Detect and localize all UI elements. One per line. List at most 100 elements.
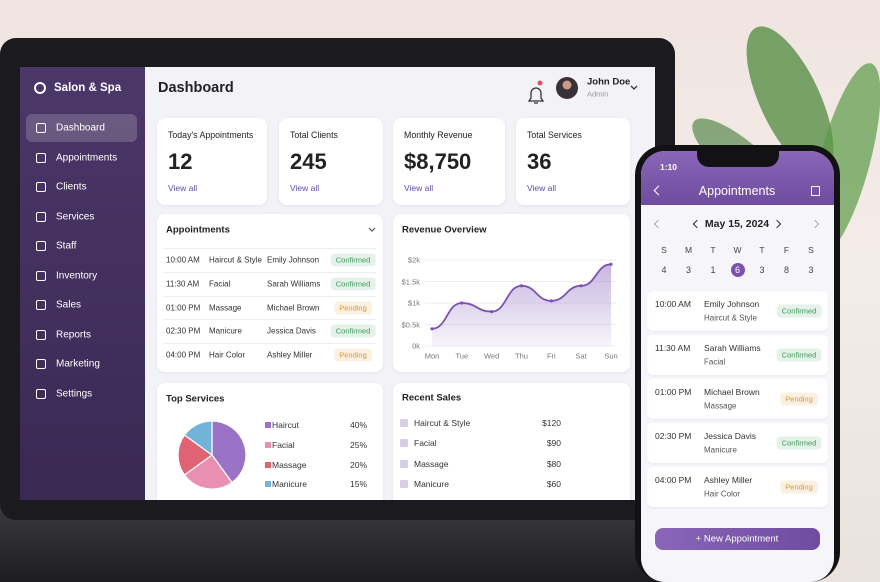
legend-label: Massage [272,460,307,470]
weekday: T [710,245,716,255]
card-title: Top Services [166,393,225,405]
nav-icon [36,123,46,133]
item-client: Ashley Miller [704,475,753,485]
status-badge: Pending [780,392,818,406]
x-tick-label: Tue [455,351,469,361]
appt-service: Massage [209,303,242,313]
next-week[interactable] [810,219,820,229]
appt-client: Ashley Miller [267,350,313,360]
item-time: 02:30 PM [655,431,692,441]
appointment-item[interactable] [647,291,828,331]
status-badge: Confirmed [330,253,376,267]
day[interactable]: 3 [759,265,765,275]
appt-client: Emily Johnson [267,255,320,265]
stat-link[interactable]: View all [527,183,557,193]
next-month[interactable] [772,219,782,229]
nav-item[interactable]: Services [56,211,95,222]
user-name: John Doe [587,76,631,88]
status-badge: Pending [334,348,372,362]
sale-item: Haircut & Style [414,418,471,428]
legend-swatch [265,422,271,428]
appointment-item[interactable] [647,335,828,375]
appointment-item[interactable] [647,467,828,507]
legend-swatch [265,442,271,448]
nav-item[interactable]: Inventory [56,270,98,281]
stat-card[interactable] [279,118,383,205]
legend-swatch [265,462,271,468]
nav-item[interactable]: Settings [56,388,93,399]
nav-item[interactable]: Staff [56,240,77,252]
user-menu-chevron[interactable] [630,85,638,90]
appt-service: Manicure [209,326,242,336]
nav-item[interactable]: Reports [56,329,92,340]
appointment-item[interactable] [647,423,828,463]
menu-icon[interactable] [811,186,820,196]
day[interactable]: 4 [661,265,667,275]
y-tick-label: $0.5k [401,320,420,329]
selected-day [730,263,745,277]
revenue-point [519,284,524,288]
day[interactable]: 1 [710,265,716,275]
item-client: Michael Brown [704,387,760,397]
x-tick-label: Sun [604,351,618,361]
prev-week[interactable] [653,219,663,229]
status-badge: Confirmed [776,304,822,318]
nav-icon [36,182,46,192]
appt-service: Facial [209,279,231,289]
stat-card[interactable] [516,118,630,205]
nav-icon [36,388,46,399]
stat-card[interactable] [393,118,505,205]
nav-item[interactable]: Appointments [56,152,118,163]
item-service: Facial [704,357,726,367]
weekday: M [684,245,693,255]
dropdown-chevron[interactable] [368,227,376,232]
sale-item: Facial [414,438,437,448]
item-time: 10:00 AM [655,299,691,309]
status-badge: Confirmed [330,324,376,338]
bell-icon[interactable] [527,87,545,104]
weekday: S [808,245,814,255]
legend-label: Facial [272,440,295,450]
laptop-screen: Salon & Spa Dashboard Appointments Clients S… [20,67,655,500]
pie-slice [183,420,213,457]
day[interactable]: 6 [734,265,741,275]
pie-slice [211,420,247,484]
day[interactable]: 3 [685,265,692,275]
new-appointment-button[interactable] [655,528,820,550]
stat-link[interactable]: View all [404,183,434,193]
sale-item: Massage [414,459,449,469]
revenue-point [549,299,553,303]
sale-amount: $90 [546,438,561,448]
status-badge: Confirmed [776,348,822,362]
pie-slice [183,454,233,490]
status-badge: Pending [334,301,372,315]
nav-item[interactable]: Dashboard [56,122,105,134]
stat-link[interactable]: View all [290,183,320,193]
legend-value: 40% [349,420,367,430]
x-tick-label: Thu [515,351,528,361]
appt-time: 04:00 PM [166,350,201,360]
day[interactable]: 8 [783,265,790,275]
y-tick-label: $1.5k [401,277,420,286]
stat-link[interactable]: View all [168,183,198,193]
stat-card[interactable] [157,118,267,205]
nav-item[interactable]: Sales [56,299,82,311]
row-divider [163,296,376,297]
day[interactable]: 3 [808,265,814,275]
nav-icon [36,241,46,251]
button-label[interactable]: + New Appointment [695,533,779,545]
revenue-point [609,262,613,266]
weekday: W [733,245,742,255]
appointment-item[interactable] [647,379,828,419]
sale-swatch [400,419,408,427]
appt-service: Hair Color [209,350,246,360]
nav-item[interactable]: Clients [56,181,87,193]
sale-swatch [400,480,408,488]
row-divider [163,343,376,344]
nav-active [26,114,137,142]
prev-month[interactable] [692,219,702,229]
sale-swatch [400,460,408,468]
phone-screen: 1:10 Appointments May 15, 2024 S 4 M 3 T 1 W 6 T 3 F 8… [641,151,834,582]
nav-item[interactable]: Marketing [56,358,100,370]
